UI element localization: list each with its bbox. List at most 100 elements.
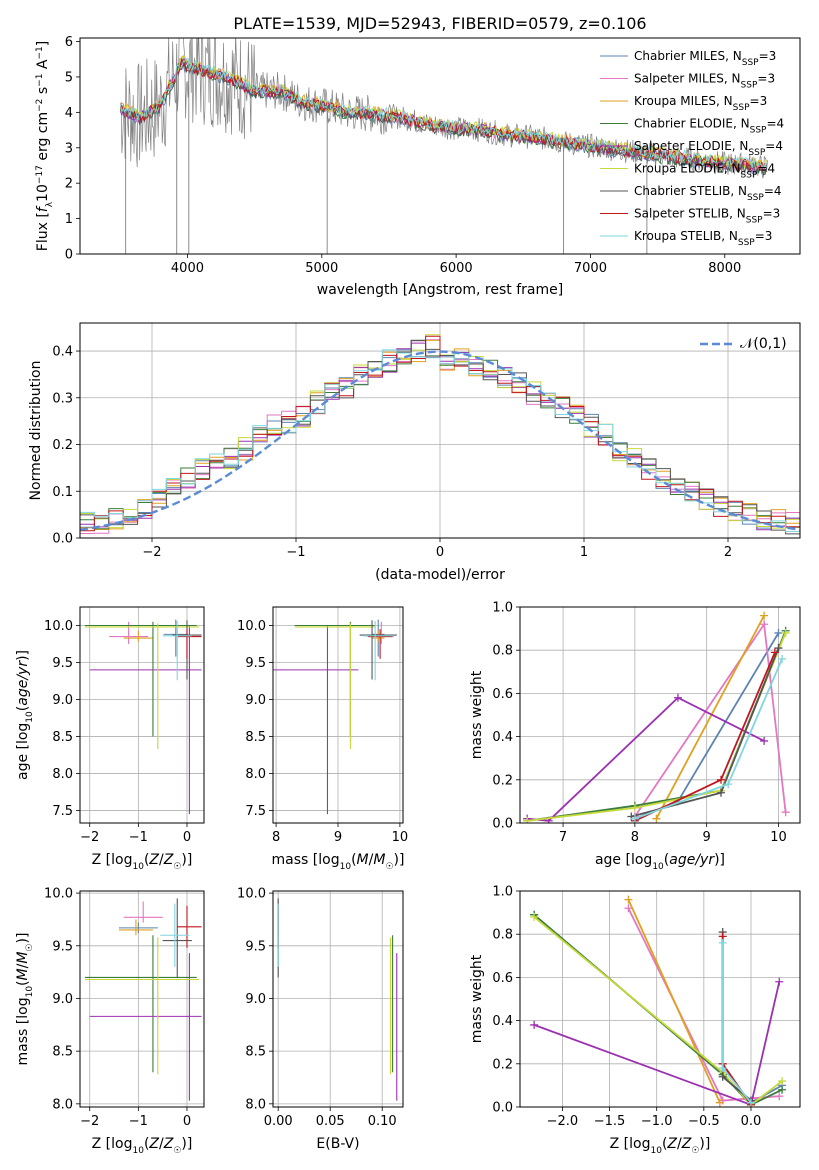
x-axis-label: age [log10(age/yr)]	[595, 852, 725, 872]
mass-weight-line	[655, 615, 765, 820]
y-tick-label: 0.8	[492, 644, 513, 659]
mass-weight-marker	[781, 808, 790, 817]
x-tick-label: 0.0	[741, 1114, 762, 1129]
mass-weight-plot-area	[530, 895, 787, 1107]
mass-weight-line	[627, 899, 721, 1104]
x-tick-label: 10	[770, 830, 787, 845]
mass-weight-marker	[530, 1020, 539, 1029]
x-tick-label: 7	[559, 830, 567, 845]
mass-weight-marker	[770, 648, 779, 657]
mass-weight-marker	[717, 775, 726, 784]
legend-label: Chabrier STELIB, NSSP=4	[634, 184, 782, 203]
mass-weight-marker	[630, 814, 639, 823]
x-axis-label: Z [log10(Z/Z☉)]	[610, 1136, 711, 1156]
mass-weight-marker	[760, 611, 769, 620]
scatter-plot-area	[84, 898, 202, 1101]
x-tick-label: 7000	[574, 261, 607, 276]
x-tick-label: 10	[392, 830, 409, 845]
y-tick-label: 9.0	[245, 992, 266, 1007]
x-tick-label: 9	[703, 830, 711, 845]
y-tick-label: 0.2	[492, 1057, 513, 1072]
x-tick-label: 2	[724, 545, 732, 560]
scatter-plot-area	[84, 619, 202, 815]
y-tick-label: 9.0	[52, 693, 73, 708]
y-tick-label: 10.0	[237, 619, 266, 634]
y-tick-label: 7.5	[52, 804, 73, 819]
axes-frame	[519, 606, 801, 824]
axes-frame	[79, 322, 801, 539]
mass-weight-marker	[760, 620, 769, 629]
panel-age_vs_mass: 8 9 10 7.5 8.0 8.5 9.0 9.5 10.0 mass [log10(M/M☉)…	[237, 606, 409, 872]
y-axis-label: mass weight	[469, 670, 485, 759]
histogram-step	[80, 335, 800, 532]
mass-weight-marker	[774, 628, 783, 637]
x-tick-label: 0.00	[264, 1114, 293, 1129]
x-tick-label: 8	[631, 830, 639, 845]
mass-weight-marker	[775, 977, 784, 986]
y-tick-label: 9.0	[245, 693, 266, 708]
y-axis-label: mass [log10(M/M☉)]	[15, 933, 35, 1066]
mass-weight-line	[533, 914, 783, 1106]
mass-weight-marker	[717, 788, 726, 797]
mass-weight-plot-area	[523, 611, 790, 823]
x-tick-label: 8	[272, 830, 280, 845]
legend-label: Chabrier ELODIE, NSSP=4	[634, 117, 784, 136]
y-tick-label: 8.5	[52, 730, 73, 745]
mass-weight-line	[533, 916, 783, 1107]
mass-weight-marker	[673, 693, 682, 702]
mass-weight-marker	[778, 654, 787, 663]
y-tick-label: 4	[65, 106, 73, 121]
x-tick-label: −1	[129, 1114, 148, 1129]
mass-weight-marker	[630, 803, 639, 812]
x-tick-label: 1	[580, 545, 588, 560]
y-tick-label: 0.4	[492, 730, 513, 745]
y-tick-label: 1	[65, 212, 73, 227]
x-tick-label: 5000	[305, 261, 338, 276]
x-tick-label: −1	[129, 830, 148, 845]
mass-weight-marker	[724, 780, 733, 789]
axes-frame	[79, 606, 205, 824]
scatter-plot-area	[273, 619, 397, 815]
mass-weight-line	[721, 932, 752, 1102]
y-tick-label: 0.0	[492, 817, 513, 832]
y-tick-label: 5	[65, 70, 73, 85]
mass-weight-marker	[530, 912, 539, 921]
legend-label: Salpeter MILES, NSSP=3	[634, 72, 775, 91]
y-tick-label: 0.3	[52, 391, 73, 406]
y-tick-label: 8.0	[245, 767, 266, 782]
x-tick-label: 9	[334, 830, 342, 845]
y-tick-label: 8.5	[52, 1045, 73, 1060]
y-tick-label: 0.2	[52, 438, 73, 453]
mass-weight-marker	[718, 1072, 727, 1081]
y-tick-label: 0.0	[52, 532, 73, 547]
y-tick-label: 0.6	[492, 971, 513, 986]
x-axis-label: wavelength [Angstrom, rest frame]	[317, 282, 563, 298]
mass-weight-marker	[718, 1064, 727, 1073]
y-tick-label: 8.5	[245, 1045, 266, 1060]
y-tick-label: 8.5	[245, 730, 266, 745]
x-tick-label: −1.0	[641, 1114, 673, 1129]
y-tick-label: 9.5	[245, 939, 266, 954]
legend-label: Kroupa STELIB, NSSP=3	[634, 229, 772, 248]
panel-mass_vs_Z: −2 −1 0 8.0 8.5 9.0 9.5 10.0 Z [log10(Z/Z☉)] mass…	[15, 887, 205, 1156]
legend-label: Kroupa MILES, NSSP=3	[634, 94, 767, 113]
axes-frame	[272, 606, 404, 824]
mass-weight-marker	[778, 1085, 787, 1094]
y-tick-label: 9.0	[52, 992, 73, 1007]
mass-weight-marker	[624, 895, 633, 904]
y-tick-label: 1.0	[492, 601, 513, 616]
mass-weight-marker	[652, 814, 661, 823]
x-tick-label: 0.10	[368, 1114, 397, 1129]
y-tick-label: 3	[65, 141, 73, 156]
panel-mass_weight_vs_age: 7 8 9 10 0.0 0.2 0.4 0.6 0.8 1.0 age [log10(age/yr…	[469, 601, 801, 872]
x-axis-label: Z [log10(Z/Z☉)]	[92, 852, 193, 872]
mass-weight-line	[533, 914, 783, 1104]
y-tick-label: 0.8	[492, 928, 513, 943]
x-tick-label: −0.5	[688, 1114, 720, 1129]
x-tick-label: 0.05	[316, 1114, 345, 1129]
mass-weight-line	[631, 647, 780, 818]
y-tick-label: 10.0	[44, 887, 73, 902]
y-tick-label: 10.0	[237, 887, 266, 902]
mass-weight-marker	[781, 628, 790, 637]
y-tick-label: 0.0	[492, 1101, 513, 1116]
